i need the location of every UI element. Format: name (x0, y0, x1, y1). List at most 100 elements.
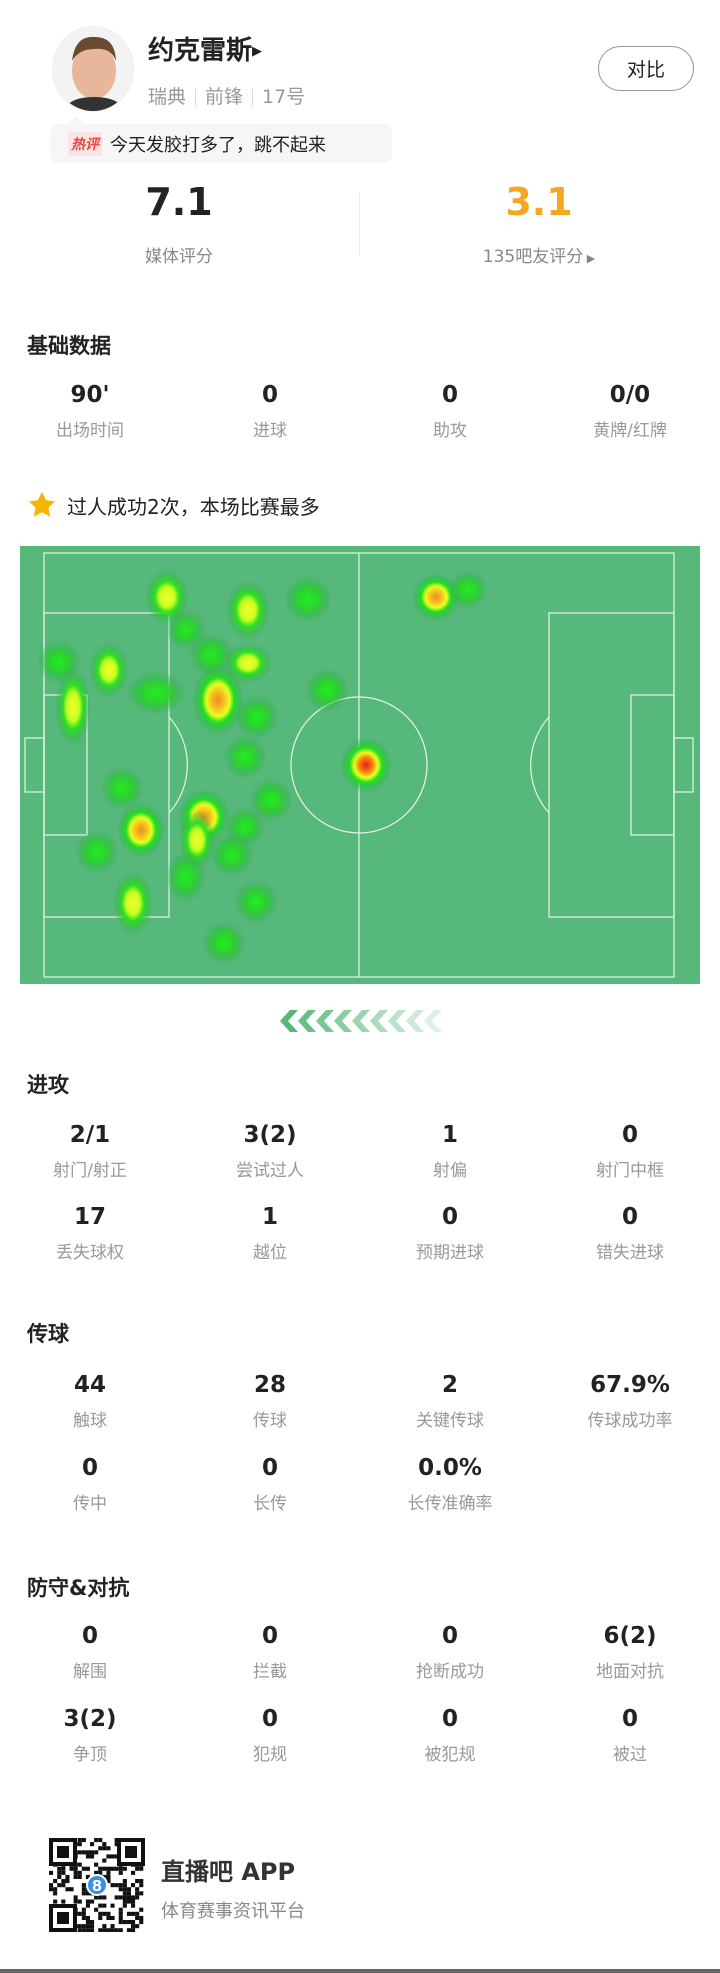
player-info: 瑞典 前锋 17号 (148, 86, 306, 108)
divider (359, 192, 360, 256)
heat-blobs (37, 569, 488, 965)
stat-item: 0 进球 (180, 382, 360, 441)
stat-item: 0 解围 (0, 1623, 180, 1682)
heat-blob (202, 921, 246, 965)
heat-blob (192, 664, 244, 736)
stat-value: 0 (621, 1706, 638, 1732)
chevron-left-icon (280, 1010, 298, 1032)
chevrons-left-icon (278, 1008, 448, 1038)
stat-item: 6(2) 地面对抗 (540, 1623, 720, 1682)
player-avatar (52, 26, 134, 112)
stat-value: 1 (441, 1122, 458, 1148)
compare-button[interactable]: 对比 (598, 46, 694, 91)
stat-value: 0 (261, 1706, 278, 1732)
stat-value: 67.9% (590, 1372, 670, 1398)
stat-value: 0/0 (609, 382, 651, 408)
stat-label: 长传 (253, 1494, 287, 1514)
stat-label: 传球 (253, 1411, 287, 1431)
stat-item: 28 传球 (180, 1372, 360, 1431)
section-title-defense: 防守&对抗 (27, 1576, 130, 1600)
section-title-basic: 基础数据 (27, 334, 111, 358)
heat-blob (340, 737, 392, 793)
heat-blob (448, 570, 488, 610)
stat-label: 触球 (73, 1411, 107, 1431)
stat-value: 28 (253, 1372, 286, 1398)
stat-value: 0 (621, 1204, 638, 1230)
stat-label: 被犯规 (424, 1745, 476, 1765)
stat-label: 尝试过人 (236, 1161, 304, 1181)
stat-label: 射门/射正 (53, 1161, 127, 1181)
heat-blob (89, 642, 129, 698)
section-title-passing: 传球 (27, 1322, 69, 1346)
stat-label: 犯规 (253, 1745, 287, 1765)
stat-label: 传中 (73, 1494, 107, 1514)
heat-blob (235, 695, 279, 739)
player-name[interactable]: 约克雷斯▶ (148, 36, 263, 66)
stat-value: 6(2) (603, 1623, 657, 1649)
stat-value: 0 (81, 1623, 98, 1649)
heat-blob (117, 802, 165, 858)
stat-value: 90' (70, 382, 110, 408)
app-name: 直播吧 APP (161, 1858, 296, 1886)
chevron-left-icon (298, 1010, 316, 1032)
stat-value: 0 (261, 1455, 278, 1481)
heat-blob (223, 735, 267, 779)
stat-label: 预期进球 (416, 1243, 484, 1263)
stat-label: 长传准确率 (407, 1494, 493, 1514)
stat-item: 0 犯规 (180, 1706, 360, 1765)
stat-item: 0 拦截 (180, 1623, 360, 1682)
heat-blob (113, 871, 153, 935)
stat-item: 0/0 黄牌/红牌 (540, 382, 720, 441)
chevron-left-icon (370, 1010, 388, 1032)
stat-label: 抢断成功 (416, 1662, 484, 1682)
heatmap-pitch (20, 546, 700, 984)
stat-label: 丢失球权 (56, 1243, 124, 1263)
app-slogan: 体育赛事资讯平台 (161, 1901, 305, 1922)
heat-blob (100, 766, 144, 810)
highlight-row: 过人成功2次，本场比赛最多 (27, 490, 320, 520)
hot-tag: 热评 (68, 131, 102, 156)
stat-item: 0 传中 (0, 1455, 180, 1514)
stat-value: 3(2) (63, 1706, 117, 1732)
heat-blob (412, 573, 460, 621)
svg-text:8: 8 (92, 1877, 102, 1895)
stat-value: 1 (261, 1204, 278, 1230)
fan-score: 3.1 (505, 180, 573, 224)
stat-item: 67.9% 传球成功率 (540, 1372, 720, 1431)
stat-item: 44 触球 (0, 1372, 180, 1431)
stat-item: 0 被犯规 (360, 1706, 540, 1765)
stat-item: 2/1 射门/射正 (0, 1122, 180, 1181)
fan-score-link[interactable]: 135吧友评分 ▶ (482, 247, 596, 267)
stat-item: 0 错失进球 (540, 1204, 720, 1263)
heat-blob (75, 830, 119, 874)
hot-comment[interactable]: 热评 今天发胶打多了，跳不起来 (50, 116, 392, 163)
chevron-left-icon (316, 1010, 334, 1032)
pitch-lines (24, 552, 694, 978)
stat-value: 3(2) (243, 1122, 297, 1148)
stat-value: 0 (261, 1623, 278, 1649)
stat-value: 0.0% (418, 1455, 482, 1481)
heat-blob (234, 880, 278, 924)
stat-item: 0 长传 (180, 1455, 360, 1514)
stat-value: 0 (81, 1455, 98, 1481)
caret-right-icon: ▶ (252, 44, 263, 59)
stat-value: 0 (441, 1623, 458, 1649)
heat-blob (226, 580, 270, 640)
stat-label: 助攻 (433, 421, 467, 441)
qr-code: 8 (49, 1838, 145, 1933)
stat-value: 44 (73, 1372, 106, 1398)
stat-label: 射门中框 (596, 1161, 664, 1181)
stat-value: 0 (441, 382, 458, 408)
stat-value: 17 (73, 1204, 106, 1230)
star-icon (29, 491, 55, 517)
stat-item: 3(2) 争顶 (0, 1706, 180, 1765)
stat-item: 0.0% 长传准确率 (360, 1455, 540, 1514)
stat-item: 90' 出场时间 (0, 382, 180, 441)
heat-blob (166, 851, 206, 903)
stat-item: 1 射偏 (360, 1122, 540, 1181)
stat-item: 17 丢失球权 (0, 1204, 180, 1263)
stat-item: 0 抢断成功 (360, 1623, 540, 1682)
heat-blob (55, 667, 91, 747)
heat-blob (249, 778, 293, 822)
heat-blob (145, 569, 189, 625)
